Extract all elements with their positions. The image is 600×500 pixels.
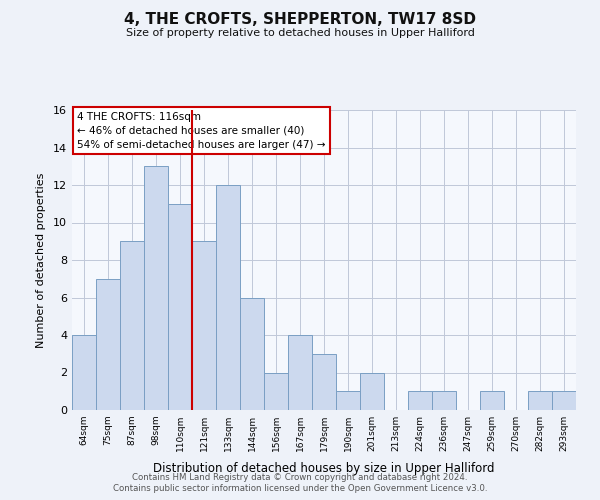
- Bar: [216, 185, 240, 410]
- Bar: [288, 335, 312, 410]
- Text: Size of property relative to detached houses in Upper Halliford: Size of property relative to detached ho…: [125, 28, 475, 38]
- Bar: [120, 242, 144, 410]
- Bar: [96, 279, 120, 410]
- Y-axis label: Number of detached properties: Number of detached properties: [36, 172, 46, 348]
- Bar: [360, 372, 384, 410]
- Bar: [144, 166, 168, 410]
- Bar: [168, 204, 192, 410]
- Bar: [72, 335, 96, 410]
- Bar: [552, 391, 576, 410]
- Text: Contains public sector information licensed under the Open Government Licence v3: Contains public sector information licen…: [113, 484, 487, 493]
- Bar: [528, 391, 552, 410]
- X-axis label: Distribution of detached houses by size in Upper Halliford: Distribution of detached houses by size …: [153, 462, 495, 475]
- Bar: [192, 242, 216, 410]
- Text: 4, THE CROFTS, SHEPPERTON, TW17 8SD: 4, THE CROFTS, SHEPPERTON, TW17 8SD: [124, 12, 476, 28]
- Bar: [432, 391, 456, 410]
- Bar: [336, 391, 360, 410]
- Bar: [480, 391, 504, 410]
- Bar: [312, 354, 336, 410]
- Bar: [264, 372, 288, 410]
- Text: Contains HM Land Registry data © Crown copyright and database right 2024.: Contains HM Land Registry data © Crown c…: [132, 472, 468, 482]
- Bar: [408, 391, 432, 410]
- Bar: [240, 298, 264, 410]
- Text: 4 THE CROFTS: 116sqm
← 46% of detached houses are smaller (40)
54% of semi-detac: 4 THE CROFTS: 116sqm ← 46% of detached h…: [77, 112, 326, 150]
